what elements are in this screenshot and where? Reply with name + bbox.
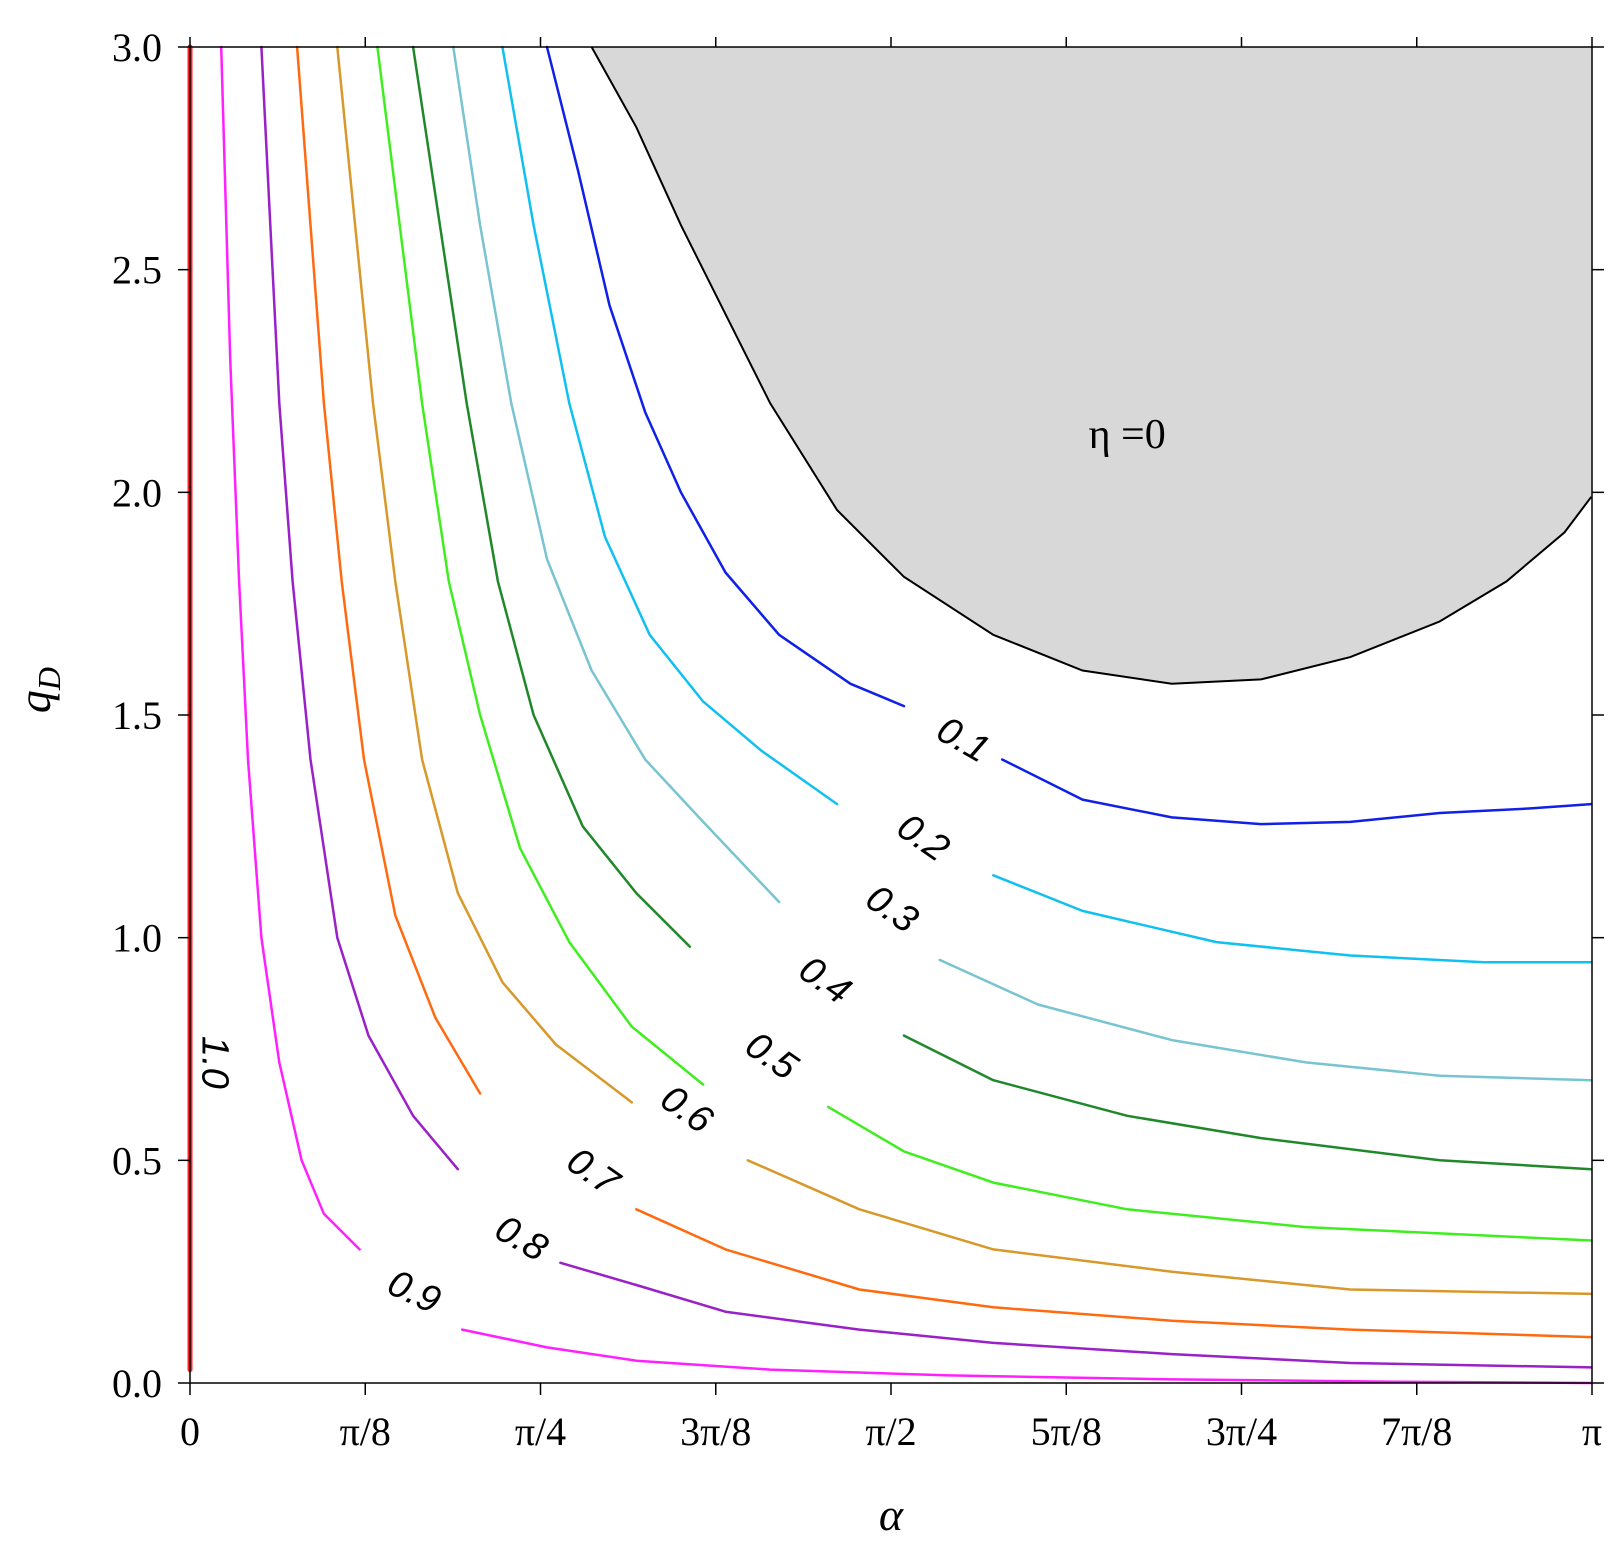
y-tick-label: 3.0 [112, 25, 162, 70]
eta-zero-region [590, 46, 1593, 685]
region-boundary [590, 46, 1593, 685]
axis-ticks: 0 π/8 π/4 3π/8 π/2 5π/8 3π/4 7π/8 π 0.0 0.5 1.0 1.5 2… [112, 25, 1604, 1454]
contour-line-0.8 [260, 45, 1593, 1369]
x-tick-label: 0 [180, 1409, 200, 1454]
contour-line-0.7 [295, 45, 1593, 1339]
y-tick-label: 2.0 [112, 470, 162, 515]
x-axis-title: α [879, 1489, 904, 1540]
y-axis-title-subscript: D [31, 667, 67, 691]
x-tick-label: π/2 [865, 1409, 916, 1454]
x-tick-label: π/8 [340, 1409, 391, 1454]
x-tick-label: π/4 [515, 1409, 566, 1454]
x-tick-label: 3π/8 [680, 1409, 751, 1454]
y-tick-label: 0.0 [112, 1361, 162, 1406]
contour-line-0.9 [219, 45, 1593, 1385]
contour-line-0.4 [411, 45, 1593, 1171]
y-axis-title: qD [9, 667, 67, 713]
contour-line-0.3 [452, 45, 1593, 1082]
x-tick-label: π [1582, 1409, 1602, 1454]
region-fill [591, 47, 1592, 684]
contour-line-0.5 [376, 45, 1593, 1242]
contour-line-0.2 [501, 45, 1593, 964]
contour-line-0.6 [336, 45, 1593, 1296]
contour-line-0.1 [545, 45, 1593, 826]
y-tick-label: 1.0 [112, 916, 162, 961]
y-axis-title-main: q [9, 690, 60, 713]
y-tick-label: 0.5 [112, 1138, 162, 1183]
x-tick-label: 3π/4 [1206, 1409, 1277, 1454]
region-label: η =0 [1089, 412, 1166, 458]
y-tick-label: 1.5 [112, 693, 162, 738]
x-tick-label: 5π/8 [1031, 1409, 1102, 1454]
contour-label-1.0: 1.0 [193, 1036, 235, 1089]
y-tick-label: 2.5 [112, 248, 162, 293]
x-tick-label: 7π/8 [1381, 1409, 1452, 1454]
